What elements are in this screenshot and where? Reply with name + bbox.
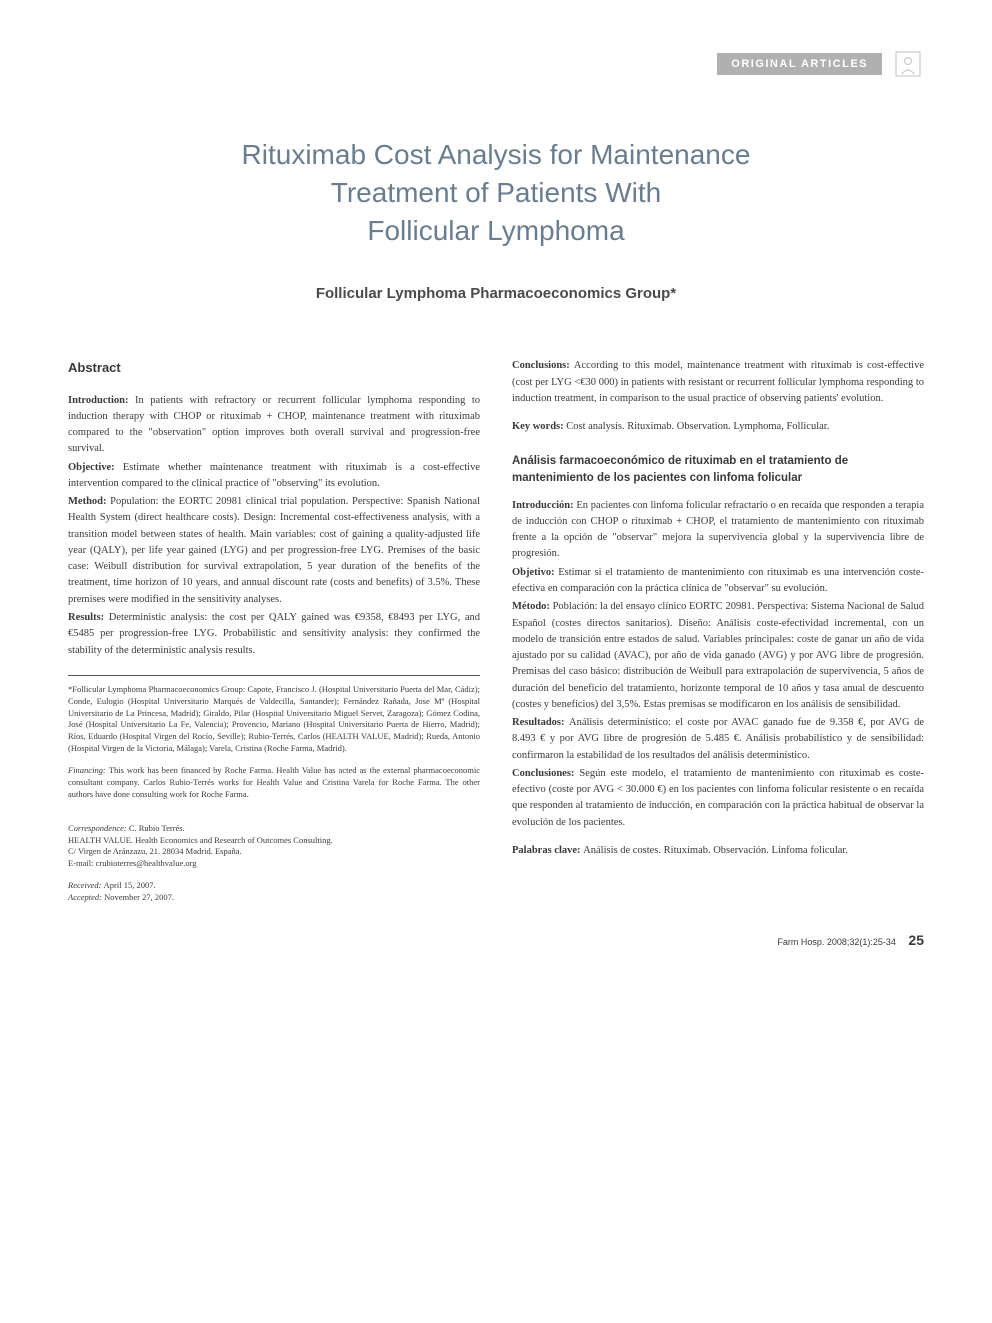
abstract-conclusions: Conclusions: According to this model, ma…: [512, 358, 924, 407]
es-method-label: Método:: [512, 601, 553, 612]
category-label: ORIGINAL ARTICLES: [717, 53, 882, 75]
results-text: Deterministic analysis: the cost per QAL…: [68, 612, 480, 656]
method-label: Method:: [68, 496, 110, 507]
es-conclusions-label: Conclusiones:: [512, 768, 579, 779]
page-number: 25: [908, 932, 924, 948]
es-objective-label: Objetivo:: [512, 567, 558, 578]
es-conclusions: Conclusiones: Según este modelo, el trat…: [512, 766, 924, 831]
correspondence-note: Correspondence: C. Rubio Terrés. HEALTH …: [68, 811, 480, 870]
abstract-results: Results: Deterministic analysis: the cos…: [68, 610, 480, 659]
abstract-objective: Objective: Estimate whether maintenance …: [68, 460, 480, 493]
abstract-heading: Abstract: [68, 358, 480, 378]
received-label: Received:: [68, 880, 104, 890]
intro-label: Introduction:: [68, 395, 135, 406]
keywords-label: Key words:: [512, 421, 566, 432]
author-group: Follicular Lymphoma Pharmacoeconomics Gr…: [68, 285, 924, 302]
header-bar: ORIGINAL ARTICLES: [68, 48, 924, 80]
es-keywords-label: Palabras clave:: [512, 845, 583, 856]
dates-note: Received: April 15, 2007. Accepted: Nove…: [68, 880, 480, 904]
title-line-2: Treatment of Patients With: [331, 177, 661, 208]
objective-label: Objective:: [68, 462, 123, 473]
es-keywords-text: Análisis de costes. Rituximab. Observaci…: [583, 845, 848, 856]
received-date: April 15, 2007.: [104, 880, 156, 890]
spanish-title: Análisis farmacoeconómico de rituximab e…: [512, 453, 924, 485]
footnotes: *Follicular Lymphoma Pharmacoeconomics G…: [68, 675, 480, 904]
financing-text: This work has been financed by Roche Far…: [68, 765, 480, 799]
es-method: Método: Población: la del ensayo clínico…: [512, 599, 924, 713]
accepted-date: November 27, 2007.: [104, 892, 174, 902]
financing-label: Financing:: [68, 765, 109, 775]
left-column: Abstract Introduction: In patients with …: [68, 358, 480, 904]
keywords-text: Cost analysis. Rituximab. Observation. L…: [566, 421, 829, 432]
group-members-note: *Follicular Lymphoma Pharmacoeconomics G…: [68, 684, 480, 755]
es-results-text: Análisis determinístico: el coste por AV…: [512, 717, 924, 761]
journal-icon: [892, 48, 924, 80]
right-column: Conclusions: According to this model, ma…: [512, 358, 924, 904]
two-column-layout: Abstract Introduction: In patients with …: [68, 358, 924, 904]
title-line-1: Rituximab Cost Analysis for Maintenance: [242, 139, 751, 170]
conclusions-label: Conclusions:: [512, 360, 574, 371]
accepted-label: Accepted:: [68, 892, 104, 902]
es-objective: Objetivo: Estimar si el tratamiento de m…: [512, 565, 924, 598]
citation: Farm Hosp. 2008;32(1):25-34: [777, 937, 896, 947]
es-results-label: Resultados:: [512, 717, 569, 728]
es-objective-text: Estimar si el tratamiento de mantenimien…: [512, 567, 924, 594]
keywords: Key words: Cost analysis. Rituximab. Obs…: [512, 419, 924, 435]
es-keywords: Palabras clave: Análisis de costes. Ritu…: [512, 843, 924, 859]
method-text: Population: the EORTC 20981 clinical tri…: [68, 496, 480, 605]
conclusions-text: According to this model, maintenance tre…: [512, 360, 924, 404]
es-intro-label: Introducción:: [512, 500, 576, 511]
objective-text: Estimate whether maintenance treatment w…: [68, 462, 480, 489]
page-footer: Farm Hosp. 2008;32(1):25-34 25: [68, 932, 924, 948]
title-line-3: Follicular Lymphoma: [367, 215, 624, 246]
es-method-text: Población: la del ensayo clínico EORTC 2…: [512, 601, 924, 710]
results-label: Results:: [68, 612, 109, 623]
article-title: Rituximab Cost Analysis for Maintenance …: [68, 136, 924, 249]
es-introduction: Introducción: En pacientes con linfoma f…: [512, 498, 924, 563]
correspondence-label: Correspondence:: [68, 823, 129, 833]
financing-note: Financing: This work has been financed b…: [68, 765, 480, 801]
es-results: Resultados: Análisis determinístico: el …: [512, 715, 924, 764]
abstract-introduction: Introduction: In patients with refractor…: [68, 393, 480, 458]
abstract-method: Method: Population: the EORTC 20981 clin…: [68, 494, 480, 608]
